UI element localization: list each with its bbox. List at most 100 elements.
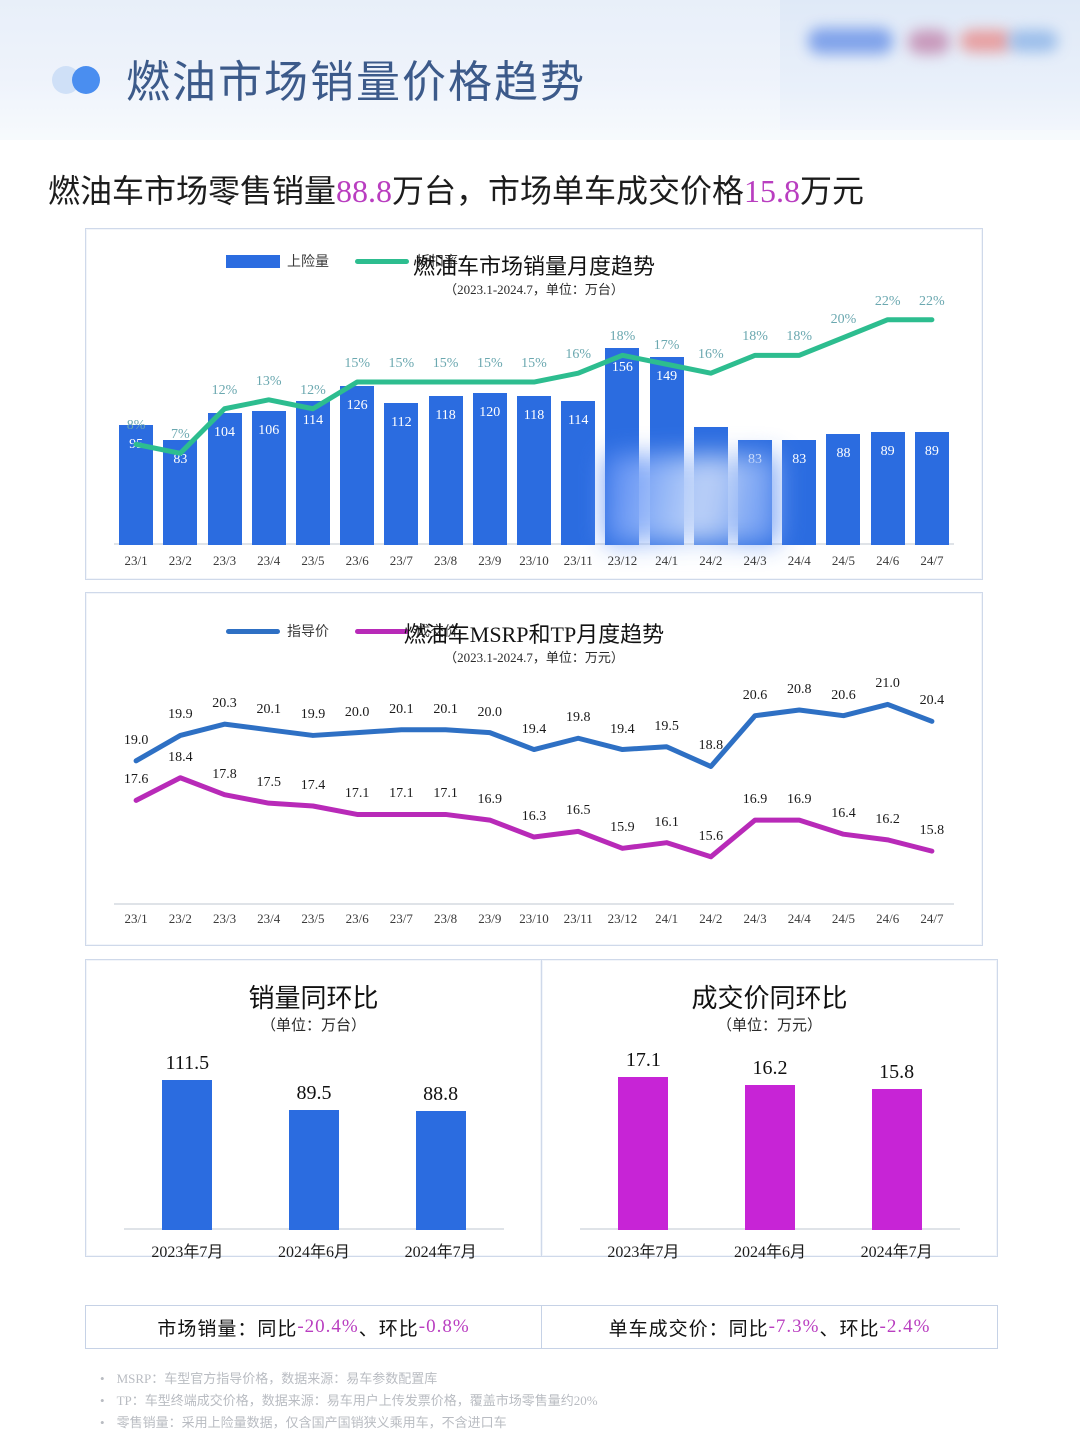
bullet-icon: • (100, 1415, 105, 1430)
msrp-point-label: 20.0 (344, 704, 370, 720)
watermark-block-3 (960, 30, 1012, 52)
msrp-point-label: 20.1 (389, 701, 414, 717)
msrp-point-label: 19.8 (565, 710, 591, 726)
chart2-subtitle: （2023.1-2024.7，单位：万元） (444, 650, 624, 665)
discount-rate-label: 15% (521, 356, 547, 372)
x-tick-label: 23/9 (478, 911, 502, 926)
sales-stat-prefix: 市场销量：同比 (157, 1318, 298, 1340)
bar-value-label: 83 (792, 452, 807, 468)
discount-rate-label: 18% (742, 329, 768, 345)
tp-point-label: 16.3 (521, 809, 547, 825)
bar-value-label: 118 (523, 407, 545, 423)
bar-value-label: 89 (924, 444, 939, 460)
bar-24-7 (914, 432, 949, 545)
x-tick-label: 24/3 (743, 553, 767, 568)
comparison-bar (871, 1088, 922, 1230)
footnote-item: • 零售销量：采用上险量数据，仅含国产国销狭义乘用车，不含进口车 (100, 1412, 960, 1434)
x-tick-label: 24/6 (876, 911, 900, 926)
comparison-category-label: 2024年6月 (733, 1244, 806, 1261)
tp-point-label: 18.4 (168, 749, 193, 765)
discount-rate-label: 15% (476, 356, 503, 372)
x-tick-label: 24/2 (699, 553, 723, 568)
legend-label-0: 上险量 (287, 255, 329, 270)
discount-rate-label: 16% (565, 347, 592, 363)
legend-item-msrp: 指导价 (226, 621, 329, 641)
bar-value-label: 156 (611, 359, 633, 375)
x-tick-label: 24/1 (655, 553, 679, 568)
panel-right-title: 成交价同环比 (691, 984, 848, 1013)
bar-23-8 (428, 395, 463, 545)
discount-rate-label: 15% (344, 356, 370, 372)
price-stat-yoy: -7.3% (768, 1316, 820, 1337)
legend-bar-swatch-icon (226, 254, 280, 268)
sales-stat-mid: 、环比 (358, 1318, 419, 1340)
chart1-legend: 上险量 折扣率 (226, 251, 458, 271)
discount-rate-label: 22% (919, 293, 945, 309)
tp-point-label: 17.5 (256, 775, 281, 791)
mosaic-redaction-overlay (604, 455, 780, 543)
msrp-point-label: 19.4 (521, 721, 547, 737)
tp-point-label: 15.8 (919, 823, 945, 839)
dot-blue-icon (72, 66, 100, 94)
x-tick-label: 23/6 (345, 911, 369, 926)
comparison-bar-value: 88.8 (423, 1082, 459, 1105)
x-tick-label: 23/2 (168, 911, 192, 926)
sales-stat-yoy: -20.4% (297, 1316, 359, 1337)
x-tick-label: 23/4 (257, 553, 281, 568)
summary-value-sales: 88.8 (336, 173, 393, 209)
x-tick-label: 23/10 (519, 911, 549, 926)
msrp-point-label: 20.1 (256, 701, 281, 717)
msrp-tp-lines (133, 701, 935, 860)
tp-point-label: 17.4 (300, 777, 326, 793)
msrp-point-label: 20.1 (433, 701, 458, 717)
legend-label-1: 折扣率 (416, 255, 458, 270)
tp-point-label: 16.9 (742, 792, 768, 808)
chart2-x-axis (114, 903, 954, 905)
tp-point-label: 17.1 (344, 786, 370, 802)
x-tick-label: 23/11 (563, 911, 593, 926)
summary-text-1: 燃油车市场零售销量 (48, 173, 337, 209)
msrp-point-label: 19.4 (610, 721, 635, 737)
x-tick-label: 23/3 (212, 911, 237, 926)
tp-point-label: 17.1 (433, 786, 458, 802)
comparison-bar-value: 89.5 (296, 1081, 332, 1104)
comparison-category-label: 2024年7月 (404, 1244, 477, 1261)
tp-point-label: 15.6 (698, 828, 724, 844)
discount-rate-label: 12% (300, 382, 326, 398)
x-tick-label: 24/7 (920, 553, 944, 568)
x-tick-label: 23/8 (434, 553, 458, 568)
msrp-point-label: 20.8 (787, 682, 812, 698)
x-tick-label: 24/5 (831, 911, 856, 926)
x-tick-label: 23/5 (301, 553, 325, 568)
footnotes-list: • MSRP：车型官方指导价格，数据来源：易车参数配置库 • TP：车型终端成交价格，… (100, 1368, 960, 1434)
footnote-text: 零售销量：采用上险量数据，仅含国产国销狭义乘用车，不含进口车 (116, 1415, 507, 1430)
discount-rate-label: 18% (609, 329, 636, 345)
legend-line-swatch-icon (355, 258, 409, 264)
msrp-point-label: 18.8 (698, 738, 724, 754)
legend-item-discount-rate: 折扣率 (355, 251, 458, 271)
x-tick-label: 23/3 (212, 553, 237, 568)
panel-left-plot-area: 111.5 89.5 88.8 (124, 1052, 504, 1230)
bar-value-label: 118 (435, 407, 456, 423)
tp-point-label: 17.1 (389, 786, 414, 802)
chart2-plot-area: 19.0 19.9 20.3 20.1 19.9 20.0 20.1 20.1 20.0 19.4… (114, 633, 954, 905)
price-stat-summary: 单车成交价：同比 -7.3% 、环比 -2.4% (541, 1305, 998, 1349)
discount-rate-label: 17% (653, 338, 680, 354)
comparison-category-label: 2024年6月 (277, 1244, 350, 1261)
tp-point-label: 17.8 (212, 766, 237, 782)
chart2-title: 燃油车MSRP和TP月度趋势 (403, 622, 665, 647)
x-tick-label: 23/6 (345, 553, 369, 568)
sales-comparison-panel: 销量同环比 （单位：万台） 111.5 89.5 88.8 2023年7月 2024年… (85, 959, 542, 1261)
bar-24-5 (826, 433, 861, 545)
chart1-title: 燃油车市场销量月度趋势 (412, 254, 655, 279)
bar-value-label: 89 (880, 444, 895, 460)
discount-rate-label: 22% (874, 293, 901, 309)
bar-23-6 (340, 385, 375, 545)
tp-point-label: 16.1 (654, 814, 679, 830)
price-comparison-panel: 成交价同环比 （单位：万元） 17.1 16.2 15.8 2023年7月 2024年… (541, 959, 998, 1261)
summary-text-2: 万台，市场单车成交价格 (392, 173, 745, 209)
x-tick-label: 23/2 (168, 553, 192, 568)
msrp-point-label: 20.6 (831, 687, 856, 703)
x-tick-label: 23/4 (257, 911, 281, 926)
x-tick-label: 23/11 (563, 553, 593, 568)
